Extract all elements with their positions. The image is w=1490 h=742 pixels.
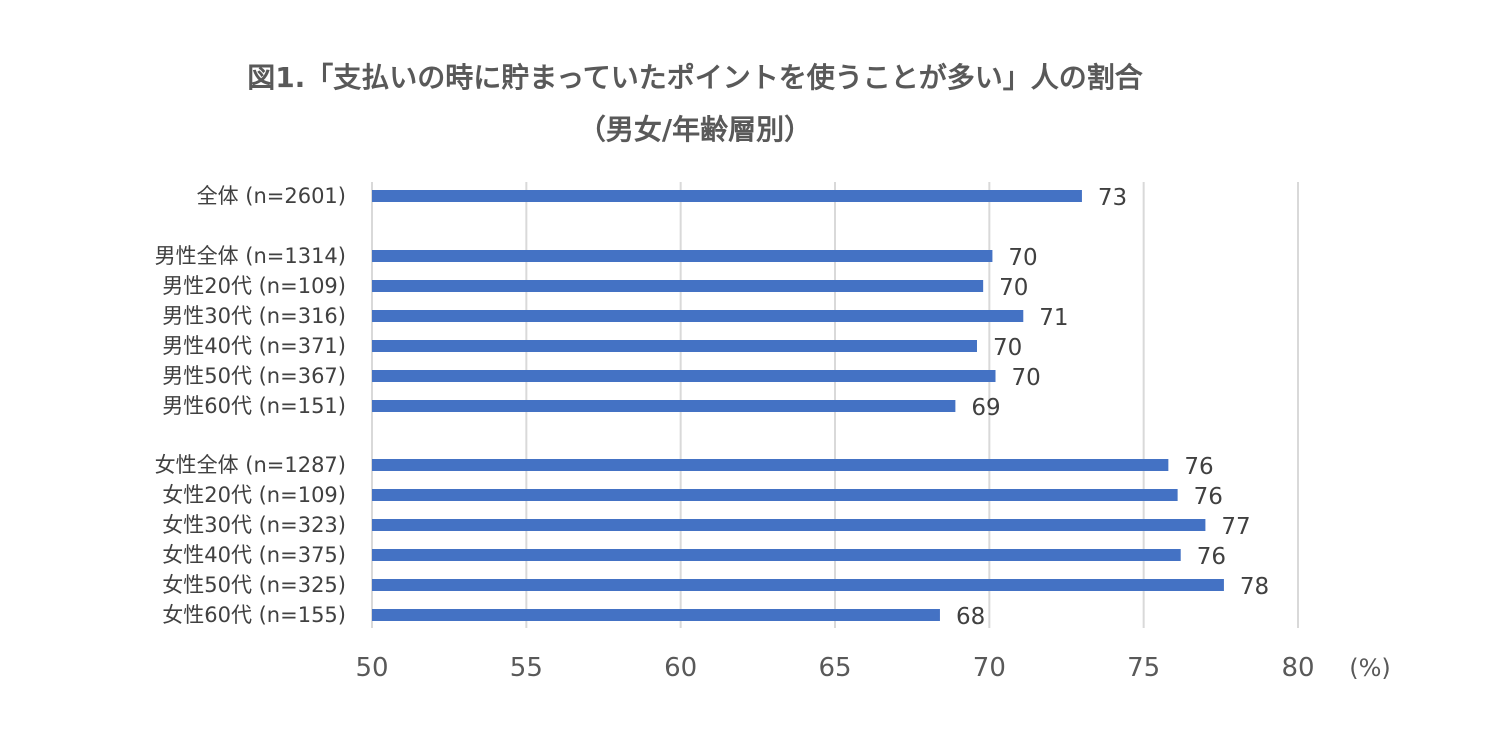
data-label: 71 xyxy=(1039,305,1068,331)
data-label: 68 xyxy=(956,604,985,630)
x-tick-label: 55 xyxy=(510,653,543,683)
category-label: 男性40代 (n=371) xyxy=(162,334,346,358)
data-label: 76 xyxy=(1184,454,1213,480)
bar xyxy=(372,519,1206,531)
category-label: 女性20代 (n=109) xyxy=(162,483,346,507)
data-label: 70 xyxy=(1008,245,1037,271)
bar xyxy=(372,250,993,262)
x-tick-label: 65 xyxy=(818,653,851,683)
x-tick-label: 75 xyxy=(1127,653,1160,683)
bar xyxy=(372,489,1178,501)
x-tick-label: 70 xyxy=(973,653,1006,683)
bar xyxy=(372,609,940,621)
category-label: 男性30代 (n=316) xyxy=(162,304,346,328)
bar xyxy=(372,280,984,292)
category-label: 女性60代 (n=155) xyxy=(162,603,346,627)
bar xyxy=(372,400,956,412)
data-label: 70 xyxy=(999,275,1028,301)
data-label: 69 xyxy=(971,395,1000,421)
data-label: 76 xyxy=(1197,544,1226,570)
category-label: 女性50代 (n=325) xyxy=(162,573,346,597)
category-label: 女性全体 (n=1287) xyxy=(155,453,346,477)
data-label: 73 xyxy=(1098,185,1127,211)
category-label: 男性60代 (n=151) xyxy=(162,394,346,418)
data-label: 76 xyxy=(1194,484,1223,510)
bars xyxy=(372,190,1224,621)
category-label: 男性全体 (n=1314) xyxy=(155,244,346,268)
x-tick-label: 60 xyxy=(664,653,697,683)
category-label: 男性50代 (n=367) xyxy=(162,364,346,388)
x-axis-tick-labels: 50 55 60 65 70 75 80 xyxy=(355,653,1314,683)
category-label: 女性30代 (n=323) xyxy=(162,513,346,537)
data-label: 77 xyxy=(1221,514,1250,540)
bar xyxy=(372,579,1224,591)
unit-label: (%) xyxy=(1349,654,1391,682)
value-labels: 73 70 70 71 70 70 69 76 76 77 76 78 68 xyxy=(956,185,1269,630)
chart-title: 図1.「支払いの時に貯まっていたポイントを使うことが多い」人の割合 xyxy=(247,61,1143,94)
data-label: 70 xyxy=(993,335,1022,361)
chart-subtitle: （男女/年齢層別） xyxy=(577,113,813,146)
bar xyxy=(372,310,1024,322)
bar xyxy=(372,370,996,382)
category-label: 全体 (n=2601) xyxy=(197,184,346,208)
category-label: 男性20代 (n=109) xyxy=(162,274,346,298)
bar xyxy=(372,549,1181,561)
bar xyxy=(372,340,977,352)
x-tick-label: 80 xyxy=(1281,653,1314,683)
data-label: 70 xyxy=(1012,365,1041,391)
category-labels: 全体 (n=2601) 男性全体 (n=1314) 男性20代 (n=109) 男性3… xyxy=(155,184,346,627)
x-tick-label: 50 xyxy=(355,653,388,683)
category-label: 女性40代 (n=375) xyxy=(162,543,346,567)
bar xyxy=(372,459,1169,471)
data-label: 78 xyxy=(1240,574,1269,600)
bar xyxy=(372,190,1082,202)
